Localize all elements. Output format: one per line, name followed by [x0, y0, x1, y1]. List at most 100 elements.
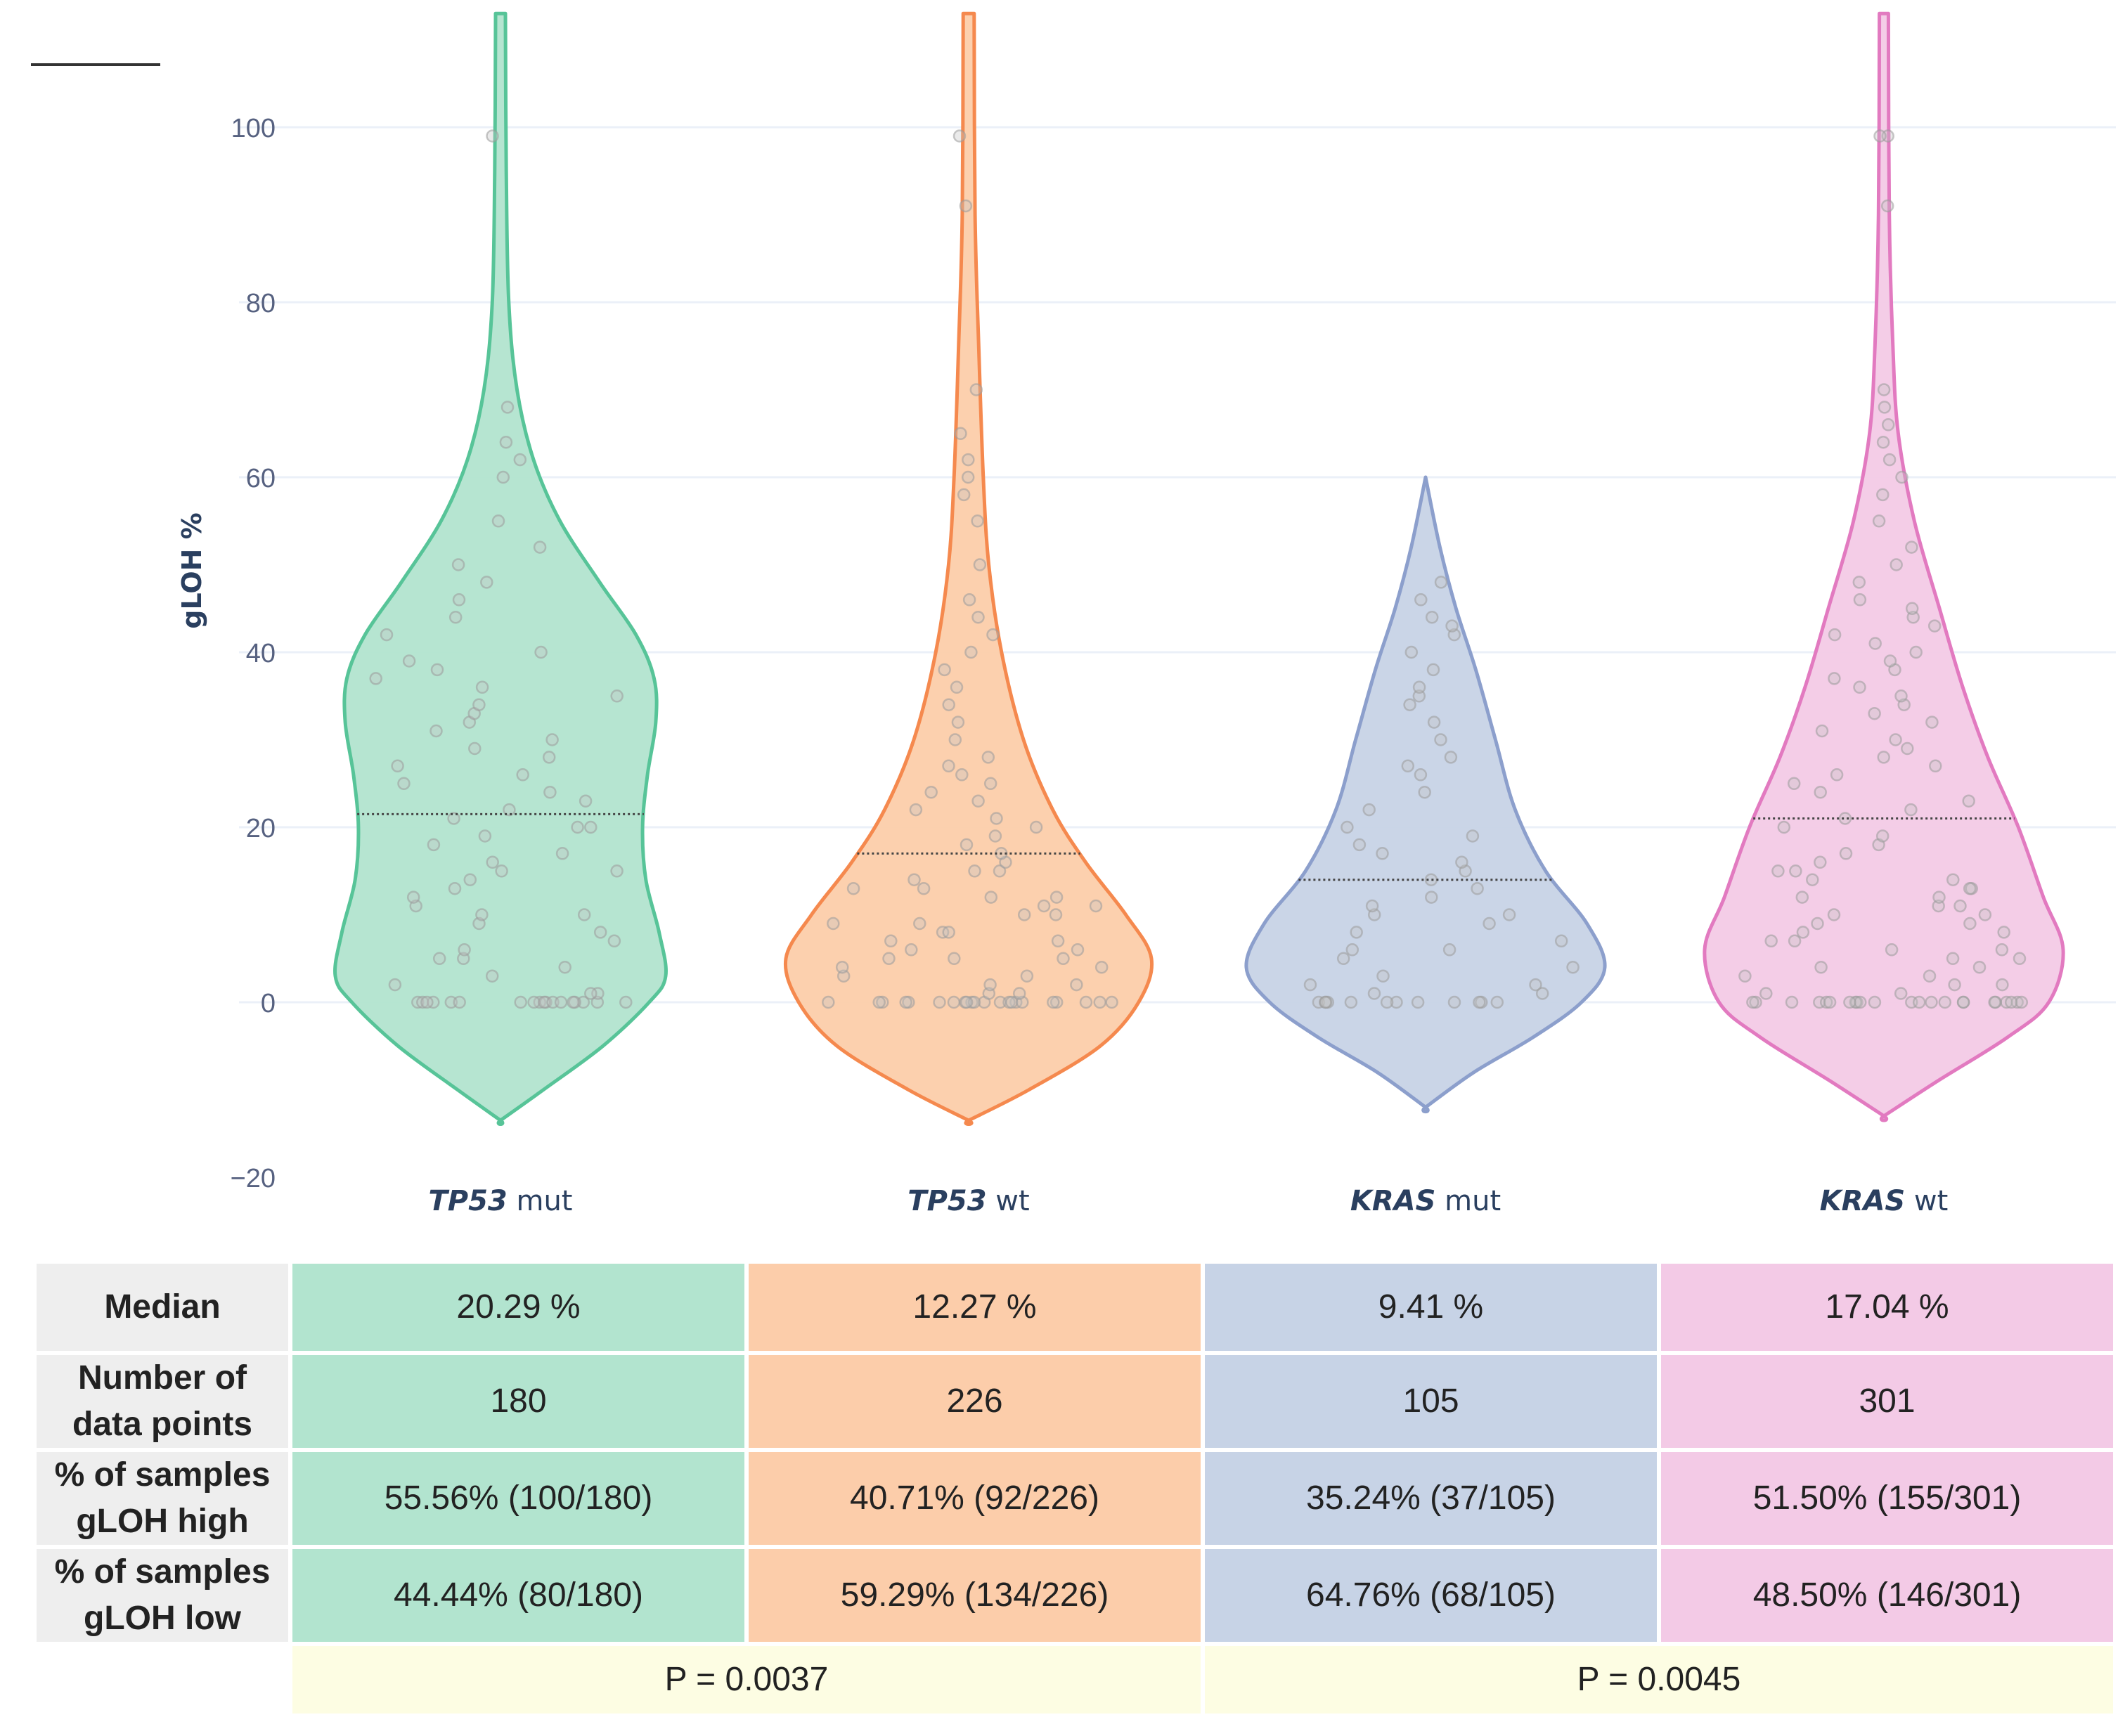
data-point: [954, 427, 967, 441]
category-labels: TP53 mut TP53 wt KRAS mut KRAS wt: [429, 1185, 1949, 1217]
data-point: [1877, 383, 1891, 396]
data-point: [1390, 995, 1403, 1009]
data-point: [942, 759, 955, 773]
data-point: [1466, 829, 1480, 843]
row-header-high-line1: % of samples: [54, 1456, 271, 1494]
data-point: [1445, 619, 1459, 633]
data-point: [1771, 864, 1785, 878]
data-point: [1885, 943, 1899, 957]
data-point: [872, 995, 886, 1009]
data-point: [542, 751, 556, 764]
data-point: [969, 383, 983, 396]
data-point: [545, 733, 559, 746]
data-point: [1401, 759, 1415, 773]
category-status: wt: [1905, 1185, 1948, 1217]
data-point: [971, 514, 984, 528]
data-point: [1411, 995, 1425, 1009]
data-point: [938, 663, 951, 677]
data-point: [1882, 453, 1897, 467]
data-point: [1554, 934, 1568, 948]
data-point: [369, 672, 382, 685]
data-point: [917, 881, 931, 895]
data-point: [452, 593, 466, 607]
data-point: [1875, 829, 1890, 843]
data-point: [1380, 995, 1394, 1009]
data-point: [1344, 995, 1358, 1009]
data-point: [899, 995, 912, 1009]
cell-high-tp53-wt: 40.71% (92/226): [749, 1452, 1201, 1545]
data-point: [2015, 995, 2029, 1009]
violin-points: [822, 129, 1118, 1009]
data-point: [1020, 969, 1034, 983]
data-point: [952, 129, 967, 143]
data-point: [1049, 995, 1064, 1009]
data-point: [1057, 952, 1070, 966]
data-point: [1814, 960, 1828, 974]
data-point: [993, 864, 1007, 878]
data-point: [1418, 785, 1431, 799]
data-point: [1444, 751, 1458, 764]
data-point: [1764, 934, 1778, 948]
data-point: [1336, 952, 1350, 966]
data-point: [495, 864, 508, 878]
data-point: [1876, 488, 1890, 502]
data-point: [1876, 435, 1890, 449]
data-point: [846, 881, 860, 895]
category-label: KRAS mut: [1350, 1185, 1501, 1217]
data-point: [1828, 628, 1842, 642]
data-point: [1909, 645, 1923, 659]
data-point: [1341, 820, 1354, 834]
data-point: [951, 715, 965, 729]
pvalue-spacer: [37, 1646, 288, 1714]
data-point: [397, 777, 411, 791]
data-point: [1414, 768, 1428, 782]
data-point: [1795, 890, 1809, 904]
data-point: [827, 916, 840, 931]
cell-count-kras-wt: 301: [1661, 1355, 2113, 1448]
data-point: [472, 698, 486, 711]
data-point: [1815, 724, 1829, 738]
data-point: [610, 864, 624, 878]
data-point: [948, 733, 962, 746]
data-point: [1905, 540, 1918, 554]
row-header-count-line2: data points: [72, 1406, 252, 1443]
data-point: [1049, 908, 1063, 921]
y-tick-label: 20: [246, 814, 276, 843]
data-point: [1789, 864, 1802, 878]
data-point: [1502, 908, 1516, 921]
row-header-median: Median: [37, 1264, 288, 1351]
violin-body: [783, 11, 1154, 1126]
data-point: [933, 995, 946, 1009]
data-point: [1880, 199, 1894, 213]
data-point: [1738, 969, 1752, 983]
row-header-high: % of samples gLOH high: [37, 1452, 288, 1545]
table-row-pvalue: P = 0.0037 P = 0.0045: [37, 1646, 2113, 1714]
data-point: [981, 751, 995, 764]
pvalue-tp53: P = 0.0037: [292, 1646, 1201, 1714]
data-point: [1868, 637, 1882, 650]
data-point: [607, 934, 621, 948]
data-point: [1777, 820, 1791, 834]
data-point: [1483, 916, 1496, 931]
violins: [333, 11, 2065, 1126]
row-header-low-line1: % of samples: [54, 1553, 271, 1591]
data-point: [961, 470, 975, 484]
data-point: [1997, 926, 2010, 939]
violin-body: [333, 11, 668, 1126]
category-gene: TP53: [908, 1185, 986, 1217]
data-point: [1412, 680, 1426, 694]
cell-high-tp53-mut: 55.56% (100/180): [292, 1452, 744, 1545]
data-point: [1071, 943, 1085, 957]
data-point: [1105, 995, 1118, 1009]
cell-high-kras-wt: 51.50% (155/301): [1661, 1452, 2113, 1545]
data-point: [1566, 960, 1580, 974]
data-point: [475, 680, 489, 694]
data-point: [1828, 672, 1841, 685]
data-point: [593, 926, 607, 939]
data-point: [577, 908, 591, 921]
data-point: [579, 794, 593, 808]
data-point: [990, 812, 1003, 825]
data-point: [1425, 610, 1439, 624]
data-point: [406, 890, 420, 904]
data-point: [1946, 873, 1960, 886]
